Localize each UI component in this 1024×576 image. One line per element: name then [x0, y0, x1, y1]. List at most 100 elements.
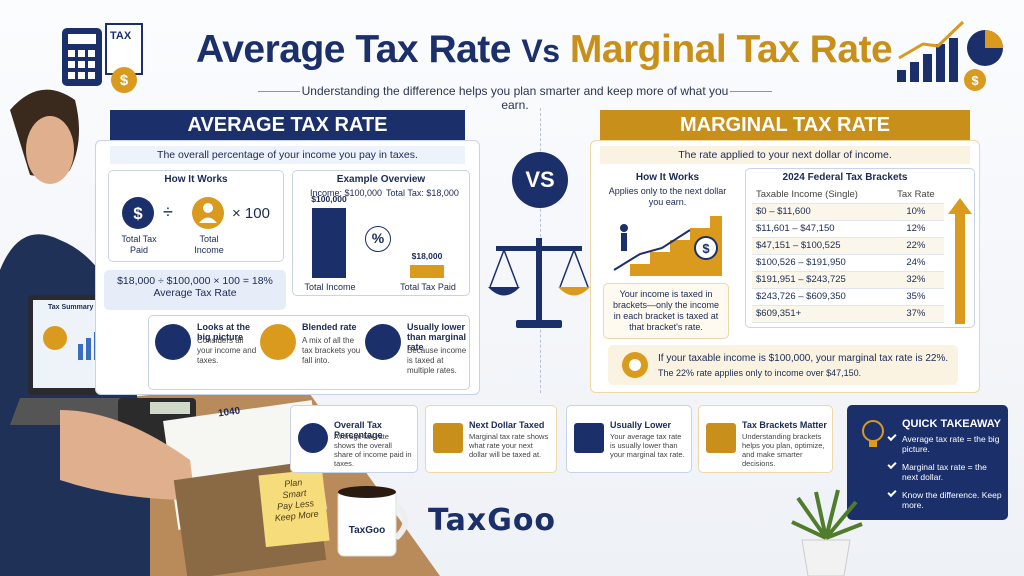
feature-title: Blended rate [302, 322, 357, 332]
table-row: $100,526 – $191,950 24% [752, 254, 944, 272]
average-definition: The overall percentage of your income yo… [110, 146, 465, 164]
example-label: Average Tax Rate [153, 287, 237, 299]
table-cell: $0 – $11,600 [752, 203, 888, 221]
svg-text:$: $ [971, 73, 979, 88]
bar-name: Total Income [304, 282, 356, 292]
marginal-heading: MARGINAL TAX RATE [600, 110, 970, 140]
formula-left: Total Tax Paid [121, 234, 157, 255]
title: Average Tax Rate Vs Marginal Tax Rate [196, 28, 893, 72]
rule [258, 91, 300, 92]
takeaway-text: Marginal tax rate = the next dollar. [902, 462, 987, 482]
svg-text:$: $ [120, 72, 129, 89]
mug-logo: TaxGoo [348, 525, 386, 536]
card-title: Next Dollar Taxed [469, 420, 545, 430]
title-vs: Vs [521, 33, 560, 69]
card-text: Understanding brackets helps you plan, o… [742, 432, 825, 468]
card-icon [298, 423, 328, 453]
takeaway-list: Average tax rate = the big picture. Margi… [887, 431, 1002, 518]
card-title: Usually Lower [610, 420, 672, 430]
average-heading: AVERAGE TAX RATE [110, 110, 465, 140]
note-sub: The 22% rate applies only to income over… [658, 368, 862, 378]
growth-icon: $ [897, 20, 1003, 91]
divide-sign: ÷ [163, 202, 173, 222]
how-title: How It Works [164, 174, 228, 185]
card-icon [433, 423, 463, 453]
feature-icon [365, 324, 401, 360]
svg-text:$: $ [702, 241, 710, 256]
card-text: Marginal tax rate shows what rate your n… [469, 432, 549, 459]
title-part: Marginal Tax Rate [569, 28, 893, 71]
feature-text: Because income is taxed at multiple rate… [407, 346, 467, 375]
scale-icon [488, 238, 590, 328]
takeaway-item: Marginal tax rate = the next dollar. [887, 459, 1002, 482]
table-cell: 12% [887, 220, 944, 238]
table-cell: $609,351+ [752, 305, 888, 323]
bar-value: $18,000 [411, 251, 443, 262]
takeaway-box [847, 405, 1008, 520]
table-header: Taxable Income (Single) Tax Rate [752, 186, 944, 204]
logo: TaxGoo [428, 503, 557, 538]
table-row: $191,951 – $243,725 32% [752, 271, 944, 289]
table-cell: $47,151 – $100,525 [752, 237, 888, 255]
bar-name: Total Tax Paid [400, 282, 456, 292]
table-cell: $243,726 – $609,350 [752, 288, 888, 306]
table-row: $0 – $11,600 10% [752, 203, 944, 221]
note: If your taxable income is $100,000, your… [658, 353, 949, 364]
laptop-title: Tax Summary [48, 304, 94, 311]
times-sign: × 100 [232, 205, 270, 222]
tax-icon-label: TAX [110, 30, 132, 42]
example: $18,000 ÷ $100,000 × 100 = 18% [117, 275, 273, 287]
table-cell: $191,951 – $243,725 [752, 271, 888, 289]
feature-text: A mix of all the tax brackets you fall i… [302, 336, 361, 365]
brackets-table: Taxable Income (Single) Tax Rate $0 – $11,… [752, 186, 944, 323]
table-cell: 22% [887, 237, 944, 255]
card-icon [574, 423, 604, 453]
income-label: Income: $100,000 [310, 188, 383, 198]
features-box [148, 315, 470, 390]
badge-icon [622, 352, 648, 378]
table-cell: $11,601 – $47,150 [752, 220, 888, 238]
feature-title: Usually lower than marginal rate [407, 322, 467, 352]
tax-label: Total Tax: $18,000 [386, 188, 459, 198]
vs-badge: VS [512, 152, 568, 208]
card-title: Tax Brackets Matter [742, 420, 827, 430]
formula-right: Total Income [194, 234, 224, 255]
overview-title: Example Overview [336, 174, 426, 185]
takeaway-item: Average tax rate = the big picture. [887, 431, 1002, 454]
feature-title: Looks at the big picture [197, 322, 251, 342]
table-cell: 32% [887, 271, 944, 289]
sticky-note: Plan Smart Pay Less Keep More [262, 475, 328, 525]
how-sub: Applies only to the next dollar you earn… [608, 186, 727, 207]
card-title: Overall Tax Percentage [334, 420, 383, 440]
bar [312, 208, 346, 278]
example-box: $18,000 ÷ $100,000 × 100 = 18% Average T… [104, 270, 286, 310]
subtitle: Understanding the difference helps you p… [301, 84, 729, 112]
takeaway-title: QUICK TAKEAWAY [902, 418, 1002, 430]
table-cell: 10% [887, 203, 944, 221]
card-text: Your average tax rate is usually lower t… [610, 432, 685, 459]
tax-icon: $ [62, 23, 143, 93]
header-cell: Taxable Income (Single) [752, 186, 888, 204]
title-part: Average Tax Rate [196, 28, 512, 71]
feature-text: Considers all your income and taxes. [197, 336, 257, 365]
how-title: How It Works [635, 172, 700, 183]
bar-value: $100,000 [311, 194, 347, 204]
table-row: $609,351+ 37% [752, 305, 944, 323]
marginal-definition: The rate applied to your next dollar of … [600, 146, 970, 164]
percent-symbol: % [365, 226, 391, 252]
note-box [608, 345, 958, 385]
card-text: Average tax rate shows the overall share… [334, 432, 412, 468]
takeaway-text: Average tax rate = the big picture. [902, 434, 1000, 454]
table-row: $243,726 – $609,350 35% [752, 288, 944, 306]
rising-arrow [948, 198, 972, 324]
card-icon [706, 423, 736, 453]
takeaway-text: Know the difference. Keep more. [902, 490, 1002, 510]
table-row: $11,601 – $47,150 12% [752, 220, 944, 238]
feature-icon [260, 324, 296, 360]
brackets-title: 2024 Federal Tax Brackets [782, 172, 908, 183]
formula-icons: $ [122, 197, 224, 229]
rule [730, 91, 772, 92]
feature-icon [155, 324, 191, 360]
table-cell: 35% [887, 288, 944, 306]
